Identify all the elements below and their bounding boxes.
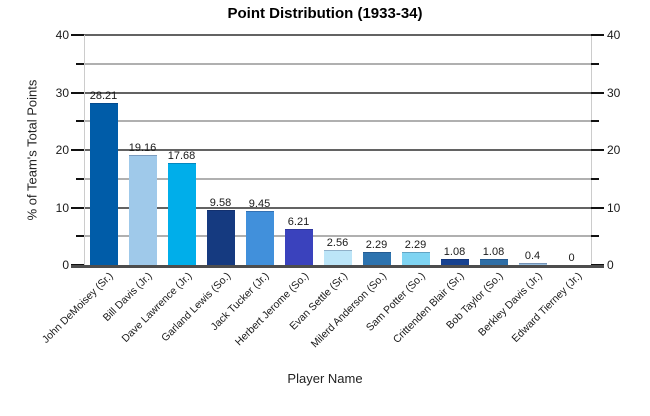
y-tick-left <box>71 91 84 94</box>
bar-value-label: 0.4 <box>524 249 541 262</box>
bar-value-label: 17.68 <box>167 150 196 163</box>
y-tick-left <box>76 177 84 180</box>
x-category-label: Milerd Anderson (So.) <box>308 270 389 351</box>
y-tick-right <box>591 62 599 65</box>
y-tick-right <box>591 91 604 94</box>
x-category-label: Garland Lewis (So.) <box>158 270 233 345</box>
bar-value-label: 2.29 <box>404 238 427 251</box>
y-tick-left <box>76 62 84 65</box>
y-tick-left <box>76 235 84 238</box>
gridline-minor <box>84 62 591 65</box>
y-tick-label-right: 10 <box>607 200 621 215</box>
bar-value-label: 0 <box>568 252 575 264</box>
plot-area: 0 0 10 10 20 20 30 30 40 40 28.21 19.16 17.68 9.58 9.4… <box>56 28 621 272</box>
bar <box>206 209 235 265</box>
x-category-label: Crittenden Blair (Sr.) <box>391 270 467 346</box>
bar <box>89 102 118 265</box>
bar <box>323 250 352 265</box>
bar-value-label: 9.58 <box>209 196 232 209</box>
y-tick-right <box>591 235 599 238</box>
gridline-major <box>84 34 591 36</box>
gridline-minor <box>84 120 591 123</box>
bar-value-label: 1.08 <box>443 245 466 258</box>
y-tick-label-right: 20 <box>607 143 621 157</box>
y-tick-label-left: 30 <box>55 85 69 100</box>
x-category-label: Herbert Jerome (So.) <box>232 270 311 349</box>
y-tick-right <box>591 149 604 151</box>
bar <box>128 154 157 265</box>
y-tick-left <box>76 120 84 123</box>
x-category-label: Edward Tierney (Jr.) <box>509 270 584 345</box>
x-axis-line <box>71 265 604 268</box>
chart-title: Point Distribution (1933-34) <box>227 5 423 22</box>
gridline-major <box>84 206 591 209</box>
y-tick-right <box>591 34 604 36</box>
y-tick-label-left: 20 <box>55 143 69 157</box>
bar-value-label: 19.16 <box>128 141 157 154</box>
y-tick-left <box>71 149 84 151</box>
bar <box>518 262 547 265</box>
y-tick-right <box>591 206 604 209</box>
y-tick-label-left: 10 <box>55 200 69 215</box>
bar-value-label: 6.21 <box>287 216 310 229</box>
gridline-major <box>84 149 591 151</box>
gridline-minor <box>84 235 591 238</box>
bar <box>401 251 430 265</box>
bar <box>479 258 508 265</box>
y-tick-label-right: 40 <box>607 28 621 42</box>
y-tick-label-right: 30 <box>607 85 621 100</box>
bar-value-label: 28.21 <box>89 89 118 102</box>
bar-value-label: 1.08 <box>482 245 505 258</box>
bar <box>362 251 391 265</box>
bar <box>245 210 274 265</box>
gridline-major <box>84 91 591 94</box>
y-tick-left <box>71 34 84 36</box>
y-tick-right <box>591 120 599 123</box>
y-tick-left <box>71 206 84 209</box>
bar <box>440 258 469 265</box>
axis-line-left <box>84 35 85 265</box>
x-axis-title: Player Name <box>287 371 363 386</box>
y-tick-label-right: 0 <box>607 258 614 272</box>
x-category-label: Dave Lawrence (Jr.) <box>119 270 194 345</box>
bar-value-label: 9.45 <box>248 197 271 210</box>
bar <box>167 163 196 265</box>
x-category-label: John DeMoisey (Sr.) <box>40 270 116 346</box>
y-tick-right <box>591 177 599 180</box>
bar-value-label: 2.56 <box>326 237 349 250</box>
y-tick-label-left: 40 <box>55 28 69 42</box>
gridline-minor <box>84 177 591 180</box>
bar <box>284 229 313 265</box>
bar-value-label: 2.29 <box>365 238 388 251</box>
y-tick-label-left: 0 <box>62 258 69 272</box>
